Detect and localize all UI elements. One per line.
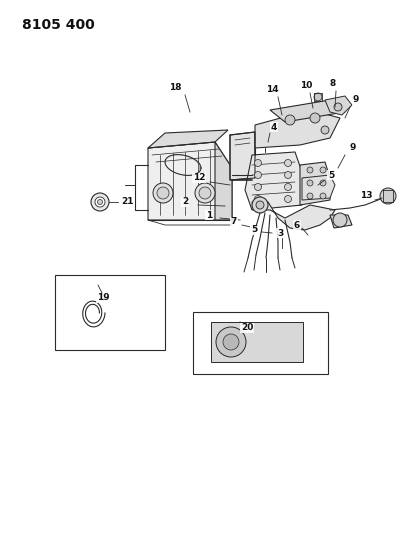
- Circle shape: [223, 334, 239, 350]
- Text: 6: 6: [294, 221, 300, 230]
- Circle shape: [284, 159, 291, 166]
- Circle shape: [254, 172, 261, 179]
- Circle shape: [334, 103, 342, 111]
- Circle shape: [153, 183, 173, 203]
- Circle shape: [320, 180, 326, 186]
- Text: 5: 5: [251, 225, 257, 235]
- Polygon shape: [270, 100, 345, 122]
- Circle shape: [320, 167, 326, 173]
- Circle shape: [310, 113, 320, 123]
- Polygon shape: [215, 142, 232, 220]
- Polygon shape: [211, 322, 303, 362]
- Text: 18: 18: [169, 84, 181, 93]
- Circle shape: [314, 93, 322, 101]
- Text: 8105 400: 8105 400: [22, 18, 95, 32]
- Circle shape: [256, 201, 264, 209]
- Circle shape: [91, 193, 109, 211]
- Circle shape: [252, 197, 268, 213]
- Text: 20: 20: [241, 324, 253, 333]
- Polygon shape: [230, 132, 255, 180]
- Circle shape: [97, 199, 102, 205]
- Circle shape: [254, 159, 261, 166]
- Circle shape: [284, 196, 291, 203]
- Circle shape: [284, 172, 291, 179]
- Polygon shape: [148, 130, 228, 148]
- Circle shape: [254, 183, 261, 190]
- Text: 19: 19: [97, 294, 109, 303]
- Text: 21: 21: [121, 198, 133, 206]
- Text: 12: 12: [193, 174, 205, 182]
- Polygon shape: [252, 202, 335, 230]
- Circle shape: [321, 126, 329, 134]
- Text: 5: 5: [328, 171, 334, 180]
- Circle shape: [307, 193, 313, 199]
- Circle shape: [307, 167, 313, 173]
- Circle shape: [285, 115, 295, 125]
- Circle shape: [307, 180, 313, 186]
- Text: 3: 3: [277, 229, 283, 238]
- Polygon shape: [302, 175, 335, 200]
- Text: 13: 13: [360, 190, 372, 199]
- Text: 9: 9: [350, 143, 356, 152]
- Bar: [55, 275, 165, 350]
- Text: 9: 9: [353, 95, 359, 104]
- Bar: [193, 312, 328, 374]
- Text: 4: 4: [271, 123, 277, 132]
- Circle shape: [216, 327, 246, 357]
- Polygon shape: [148, 142, 232, 220]
- Text: 10: 10: [300, 82, 312, 91]
- Circle shape: [380, 188, 396, 204]
- Text: 8: 8: [330, 79, 336, 88]
- Polygon shape: [300, 162, 330, 205]
- Circle shape: [95, 197, 105, 207]
- Text: 7: 7: [231, 217, 237, 227]
- Polygon shape: [325, 96, 352, 115]
- Polygon shape: [255, 110, 340, 148]
- Circle shape: [333, 213, 347, 227]
- Circle shape: [284, 183, 291, 190]
- Circle shape: [195, 183, 215, 203]
- Polygon shape: [245, 152, 302, 210]
- Text: 14: 14: [266, 85, 278, 94]
- Circle shape: [199, 187, 211, 199]
- Text: 2: 2: [182, 198, 188, 206]
- Circle shape: [157, 187, 169, 199]
- Text: 1: 1: [206, 211, 212, 220]
- Polygon shape: [330, 215, 352, 228]
- Circle shape: [254, 196, 261, 203]
- Circle shape: [320, 193, 326, 199]
